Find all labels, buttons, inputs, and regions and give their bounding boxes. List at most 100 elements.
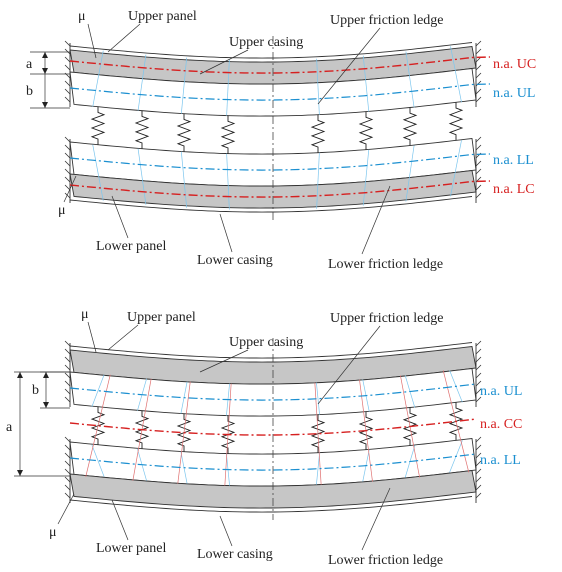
bottom-upper-hatch-1: [475, 340, 482, 347]
top-na-lc-label: n.a. LC: [493, 182, 535, 197]
top-na-uc-line: [69, 56, 491, 74]
bottom-lower-friction-ledge-label: Lower friction ledge: [328, 553, 443, 568]
top-lower-fiber: [450, 140, 462, 197]
top-lower-hatch-0: [64, 136, 71, 143]
bottom-upper-friction-ledge-label: Upper friction ledge: [330, 311, 444, 326]
top-upper-hatch-1: [475, 48, 482, 55]
top-na-lc-line: [69, 180, 491, 198]
bottom-lower-hatch-0: [64, 484, 71, 491]
top-upper-hatch-1: [475, 40, 482, 47]
bottom-lower-hatch-1: [475, 460, 482, 467]
top-upper-hatch-1: [475, 64, 482, 71]
top-spring: [220, 115, 236, 154]
top-dimension-a: a: [26, 51, 70, 75]
bottom-lower-panel-label: Lower panel: [96, 541, 166, 556]
top-lower-hatch-0: [64, 192, 71, 199]
top-lower-panel-line: [69, 196, 473, 213]
top-upper-friction-ledge-label: Upper friction ledge: [330, 13, 444, 28]
top-lower-hatch-1: [475, 144, 482, 151]
top-na-ul-line: [69, 83, 491, 101]
top-na-uc-label: n.a. UC: [493, 57, 536, 72]
top-lower-hatch-1: [475, 160, 482, 167]
top-upper-hatch-1: [475, 96, 482, 103]
top-layers: [64, 40, 482, 213]
bottom-lower-hatch-1: [475, 452, 482, 459]
top-upper-fiber: [362, 55, 370, 112]
top-lower-hatch-0: [64, 152, 71, 159]
top-upper-hatch-1: [475, 72, 482, 79]
top-springs: [90, 36, 464, 222]
top-upper-hatch-0: [64, 64, 71, 71]
top-upper-fiber: [405, 51, 415, 108]
bottom-lower-hatch-1: [475, 484, 482, 491]
top-lower-casing-label: Lower casing: [197, 253, 273, 268]
bottom-lower-hatch-1: [475, 468, 482, 475]
top-lower-hatch-0: [64, 160, 71, 167]
top-lower-friction-ledge-label: Lower friction ledge: [328, 257, 443, 272]
bottom-dim-a-label: a: [6, 420, 13, 435]
top-upper-fiber: [226, 59, 230, 116]
bottom-na-cc-line: [69, 418, 477, 436]
bottom-upper-hatch-1: [475, 356, 482, 363]
bottom-na-ll-line: [69, 453, 477, 471]
bottom-na-cc-label: n.a. CC: [480, 417, 522, 432]
top-upper-hatch-0: [64, 96, 71, 103]
top-upper-hatch-0: [64, 88, 71, 95]
top-upper-hatch-0: [64, 56, 71, 63]
top-upper-fiber: [450, 46, 462, 103]
top-spring: [134, 110, 150, 149]
top-upper-fiber: [137, 54, 147, 111]
top-dimension-b: b: [26, 74, 70, 109]
top-upper-panel-label: Upper panel: [128, 9, 197, 24]
top-lower-fiber: [92, 144, 104, 201]
top-lower-panel-label: Lower panel: [96, 239, 166, 254]
bottom-upper-fiber: [316, 382, 320, 415]
top-diagram: a b μ Upper panel Upper casing Upper fri…: [26, 9, 536, 272]
top-lower-hatch-0: [64, 184, 71, 191]
bottom-upper-hatch-1: [475, 364, 482, 371]
top-lower-hatch-1: [475, 184, 482, 191]
top-fibers: [92, 46, 462, 210]
top-upper-panel-line: [69, 42, 473, 59]
bottom-lower-hatch-0: [64, 460, 71, 467]
bottom-dimension-b: b: [32, 371, 70, 409]
top-lower-hatch-0: [64, 176, 71, 183]
bottom-lower-hatch-0: [64, 492, 71, 499]
top-lower-hatch-0: [64, 144, 71, 151]
top-upper-fiber: [180, 57, 188, 114]
top-upper-hatch-0: [64, 80, 71, 87]
bottom-upper-hatch-0: [64, 364, 71, 371]
top-upper-hatch-0: [64, 48, 71, 55]
bottom-na-ll-label: n.a. LL: [480, 453, 521, 468]
top-na-ul-label: n.a. UL: [493, 86, 535, 101]
top-neutral-axes: [69, 56, 491, 198]
top-dim-b-label: b: [26, 84, 33, 99]
top-lower-hatch-0: [64, 168, 71, 175]
top-dim-a-label: a: [26, 57, 33, 72]
top-lower-fiber: [405, 145, 415, 202]
top-upper-casing-label: Upper casing: [229, 35, 303, 50]
bottom-mu-bottom-label: μ: [49, 525, 57, 540]
bottom-upper-hatch-1: [475, 348, 482, 355]
top-na-ll-label: n.a. LL: [493, 153, 534, 168]
bottom-lower-hatch-0: [64, 452, 71, 459]
bottom-upper-hatch-0: [64, 356, 71, 363]
top-spring: [310, 114, 326, 153]
bottom-upper-hatch-0: [64, 372, 71, 379]
top-mu-bottom-label: μ: [58, 203, 66, 218]
bottom-lower-hatch-1: [475, 492, 482, 499]
bottom-lower-hatch-0: [64, 476, 71, 483]
bottom-upper-hatch-1: [475, 372, 482, 379]
top-lower-hatch-1: [475, 168, 482, 175]
top-spring: [90, 106, 106, 145]
bottom-lower-fiber: [316, 452, 320, 485]
top-lower-hatch-1: [475, 192, 482, 199]
top-upper-fiber: [92, 50, 104, 107]
bottom-upper-hatch-1: [475, 380, 482, 387]
bottom-lower-hatch-0: [64, 444, 71, 451]
bottom-lower-hatch-0: [64, 436, 71, 443]
bottom-upper-hatch-0: [64, 340, 71, 347]
top-lower-fiber: [226, 153, 230, 210]
bottom-lower-panel-line: [69, 496, 473, 513]
bottom-upper-hatch-0: [64, 348, 71, 355]
